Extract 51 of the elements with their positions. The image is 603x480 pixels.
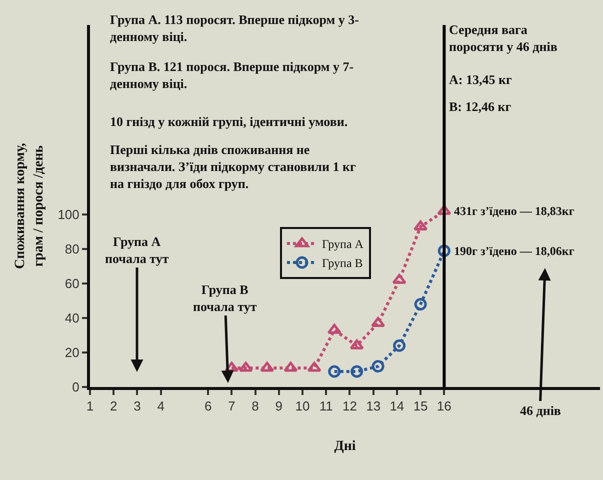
y-axis-title: Споживання корму, грам / порося /день [13, 143, 46, 269]
x-tick-label: 13 [366, 398, 381, 414]
x-tick-label: 15 [413, 398, 428, 414]
point [393, 339, 406, 352]
point [260, 362, 274, 372]
point [328, 365, 341, 378]
point [414, 220, 428, 230]
x-tick-label: 14 [390, 398, 404, 414]
point [350, 365, 364, 378]
x-tick-label: 10 [295, 398, 310, 414]
x-tick-label: 16 [436, 398, 452, 414]
x-tick-label: 12 [342, 398, 357, 414]
annotation: 190г з’їдено — 18,06кг [454, 244, 575, 258]
y-tick-label: 100 [58, 207, 80, 222]
point [307, 362, 322, 372]
x-axis-title: Дні [334, 438, 356, 454]
x-tick-label: 2 [110, 398, 118, 414]
annotation: Група A почала тут [105, 234, 170, 266]
annotation: B: 12,46 кг [449, 99, 512, 114]
y-tick-label: 0 [72, 380, 80, 395]
x-tick-label: 8 [252, 398, 259, 414]
point [371, 316, 386, 327]
annotation: Група B. 121 порося. Вперше підкорм у 7- денному віці. [110, 59, 354, 91]
annotation: 10 гнізд у кожній групі, ідентичні умови. [110, 114, 348, 129]
annotation: Перші кілька днів споживання не визначали. З’їди підкорму становили 1 кг на гніздо для обох груп. [110, 142, 356, 191]
y-tick-label: 20 [64, 345, 80, 360]
annotation: Середня вага поросяти у 46 днів [449, 22, 558, 54]
text: 46 днів [520, 403, 561, 418]
x-tick-label: 6 [204, 398, 212, 414]
annotation: A: 13,45 кг [449, 72, 512, 87]
annotation: 431г з’їдено — 18,83кг [454, 204, 575, 218]
x-tick-label: 3 [134, 398, 141, 414]
y-tick-label: 80 [64, 242, 80, 257]
x-tick-label: 9 [275, 398, 283, 414]
annotation: Група B почала тут [193, 282, 258, 314]
x-tick-label: 4 [157, 398, 164, 414]
point [238, 362, 253, 372]
x-tick-label: 7 [228, 398, 236, 414]
y-tick-label: 60 [64, 276, 80, 292]
legend-label: Група A [322, 237, 364, 252]
annotation: Група A. 113 поросят. Вперше підкорм у 3- денному віці. [110, 12, 359, 44]
point [414, 298, 427, 311]
point [392, 274, 406, 284]
point [327, 324, 342, 334]
point [284, 362, 298, 372]
x-tick-label: 11 [319, 398, 333, 414]
legend-label: Група B [322, 256, 363, 270]
point [372, 360, 384, 373]
x-tick-label: 1 [86, 398, 94, 414]
point [350, 339, 364, 350]
y-tick-label: 40 [64, 310, 80, 326]
